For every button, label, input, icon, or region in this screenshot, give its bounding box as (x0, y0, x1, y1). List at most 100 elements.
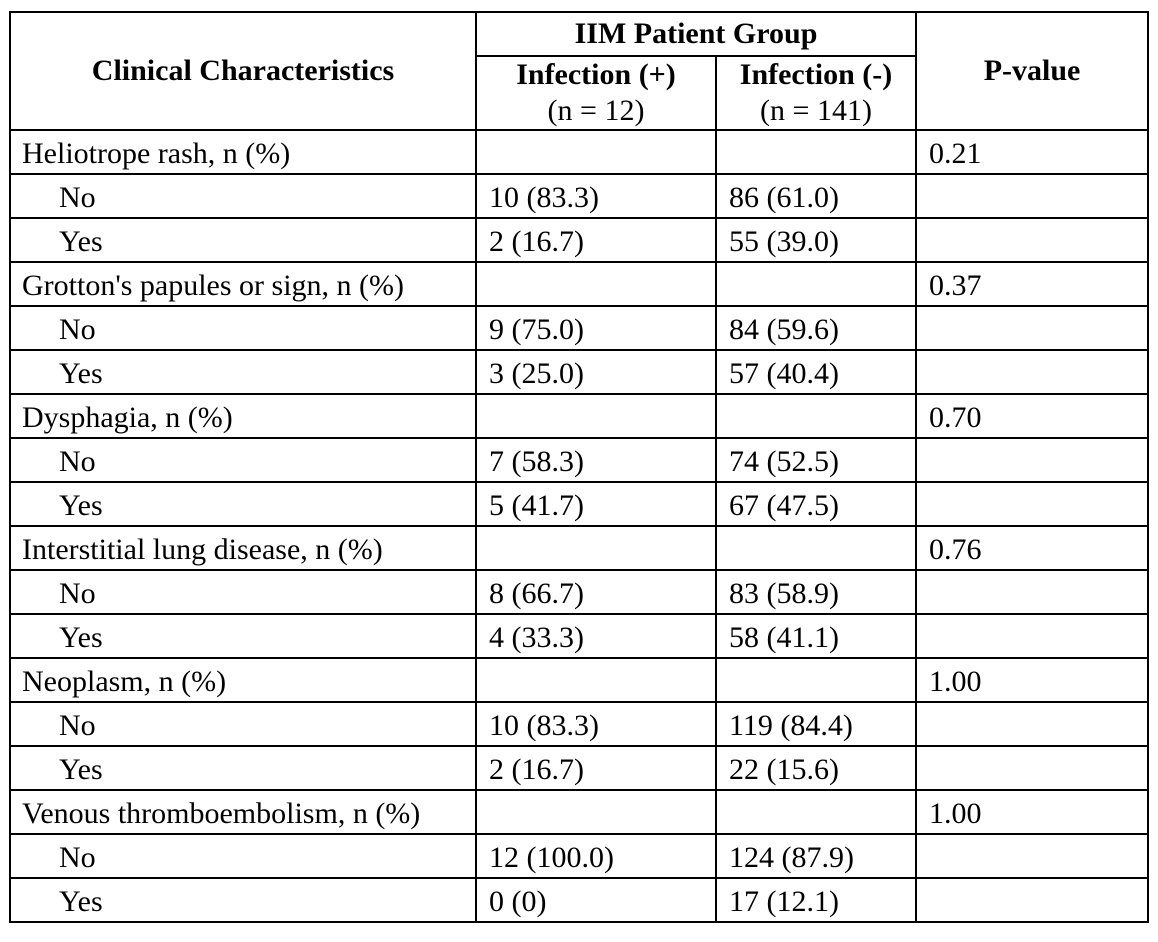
infection-negative-value-cell: 124 (87.9) (714, 833, 918, 879)
empty-cell (915, 437, 1150, 483)
subcategory-cell: Yes (9, 877, 477, 923)
data-row: Yes 5 (41.7) 67 (47.5) (9, 481, 1150, 527)
empty-cell (915, 349, 1150, 395)
empty-cell (475, 657, 717, 703)
infection-positive-value-cell: 2 (16.7) (475, 745, 717, 791)
infection-positive-value-cell: 7 (58.3) (475, 437, 717, 483)
empty-cell (475, 129, 717, 175)
infection-positive-value-cell: 4 (33.3) (475, 613, 717, 659)
infection-positive-value-cell: 8 (66.7) (475, 569, 717, 615)
category-cell: Heliotrope rash, n (%) (9, 129, 477, 175)
category-cell: Grotton's papules or sign, n (%) (9, 261, 477, 307)
empty-cell (475, 525, 717, 571)
empty-cell (915, 569, 1150, 615)
data-row: No 7 (58.3) 74 (52.5) (9, 437, 1150, 483)
empty-cell (915, 833, 1150, 879)
infection-positive-value-cell: 5 (41.7) (475, 481, 717, 527)
subcategory-cell: No (9, 569, 477, 615)
category-cell: Dysphagia, n (%) (9, 393, 477, 439)
infection-negative-value-cell: 84 (59.6) (714, 305, 918, 351)
header-row-subgroups: Infection (+) (n = 12) Infection (-) (n … (10, 55, 1148, 131)
infection-positive-value-cell: 10 (83.3) (475, 173, 717, 219)
infection-positive-title: Infection (+) (516, 58, 676, 91)
data-row: Yes 4 (33.3) 58 (41.1) (9, 613, 1150, 659)
infection-negative-value-cell: 22 (15.6) (714, 745, 918, 791)
p-value-cell: 0.70 (915, 393, 1150, 439)
infection-negative-value-cell: 67 (47.5) (714, 481, 918, 527)
header-row-group: Clinical Characteristics IIM Patient Gro… (9, 11, 1150, 131)
empty-cell (475, 393, 717, 439)
p-value-cell: 0.21 (915, 129, 1150, 175)
col-header-iim-patient-group: IIM Patient Group (474, 11, 918, 57)
subcategory-cell: Yes (9, 613, 477, 659)
category-row: Grotton's papules or sign, n (%) 0.37 (9, 261, 1150, 307)
category-row: Neoplasm, n (%) 1.00 (9, 657, 1150, 703)
infection-negative-value-cell: 17 (12.1) (714, 877, 918, 923)
subcategory-cell: No (9, 701, 477, 747)
category-row: Dysphagia, n (%) 0.70 (9, 393, 1150, 439)
subcategory-cell: No (9, 305, 477, 351)
data-row: Yes 0 (0) 17 (12.1) (9, 877, 1150, 923)
col-header-infection-negative: Infection (-) (n = 141) (714, 55, 918, 131)
empty-cell (714, 261, 918, 307)
infection-positive-n: (n = 12) (547, 94, 645, 127)
data-row: No 8 (66.7) 83 (58.9) (9, 569, 1150, 615)
infection-positive-value-cell: 0 (0) (475, 877, 717, 923)
subcategory-cell: Yes (9, 349, 477, 395)
category-cell: Interstitial lung disease, n (%) (9, 525, 477, 571)
data-row: No 9 (75.0) 84 (59.6) (9, 305, 1150, 351)
empty-cell (915, 481, 1150, 527)
p-value-cell: 0.76 (915, 525, 1150, 571)
category-row: Interstitial lung disease, n (%) 0.76 (9, 525, 1150, 571)
subcategory-cell: Yes (9, 481, 477, 527)
table-body: Heliotrope rash, n (%) 0.21 No 10 (83.3) 86 … (9, 129, 1150, 923)
infection-positive-value-cell: 9 (75.0) (475, 305, 717, 351)
category-row: Venous thromboembolism, n (%) 1.00 (9, 789, 1150, 835)
data-row: Yes 2 (16.7) 55 (39.0) (9, 217, 1150, 263)
infection-positive-value-cell: 12 (100.0) (475, 833, 717, 879)
infection-negative-title: Infection (-) (739, 58, 893, 91)
data-row: No 12 (100.0) 124 (87.9) (9, 833, 1150, 879)
col-header-clinical-characteristics: Clinical Characteristics (9, 11, 477, 131)
infection-negative-n: (n = 141) (760, 94, 872, 127)
empty-cell (915, 173, 1150, 219)
col-header-p-value: P-value (915, 11, 1150, 131)
data-row: Yes 2 (16.7) 22 (15.6) (9, 745, 1150, 791)
subcategory-cell: No (9, 437, 477, 483)
category-cell: Venous thromboembolism, n (%) (9, 789, 477, 835)
infection-negative-value-cell: 83 (58.9) (714, 569, 918, 615)
data-row: Yes 3 (25.0) 57 (40.4) (9, 349, 1150, 395)
p-value-cell: 0.37 (915, 261, 1150, 307)
empty-cell (915, 745, 1150, 791)
infection-negative-value-cell: 57 (40.4) (714, 349, 918, 395)
category-cell: Neoplasm, n (%) (9, 657, 477, 703)
subcategory-cell: No (9, 173, 477, 219)
subcategory-cell: Yes (9, 745, 477, 791)
data-row: No 10 (83.3) 86 (61.0) (9, 173, 1150, 219)
col-header-infection-positive: Infection (+) (n = 12) (475, 55, 717, 131)
infection-positive-value-cell: 10 (83.3) (475, 701, 717, 747)
subcategory-cell: Yes (9, 217, 477, 263)
empty-cell (714, 129, 918, 175)
infection-positive-value-cell: 2 (16.7) (475, 217, 717, 263)
table-header: Clinical Characteristics IIM Patient Gro… (9, 11, 1150, 131)
p-value-cell: 1.00 (915, 789, 1150, 835)
empty-cell (915, 613, 1150, 659)
infection-negative-value-cell: 55 (39.0) (714, 217, 918, 263)
category-row: Heliotrope rash, n (%) 0.21 (9, 129, 1150, 175)
infection-negative-value-cell: 119 (84.4) (714, 701, 918, 747)
empty-cell (714, 525, 918, 571)
empty-cell (714, 393, 918, 439)
p-value-cell: 1.00 (915, 657, 1150, 703)
empty-cell (915, 305, 1150, 351)
empty-cell (915, 701, 1150, 747)
infection-positive-value-cell: 3 (25.0) (475, 349, 717, 395)
empty-cell (475, 789, 717, 835)
infection-negative-value-cell: 58 (41.1) (714, 613, 918, 659)
empty-cell (915, 217, 1150, 263)
subcategory-cell: No (9, 833, 477, 879)
infection-negative-value-cell: 74 (52.5) (714, 437, 918, 483)
infection-negative-value-cell: 86 (61.0) (714, 173, 918, 219)
empty-cell (714, 789, 918, 835)
